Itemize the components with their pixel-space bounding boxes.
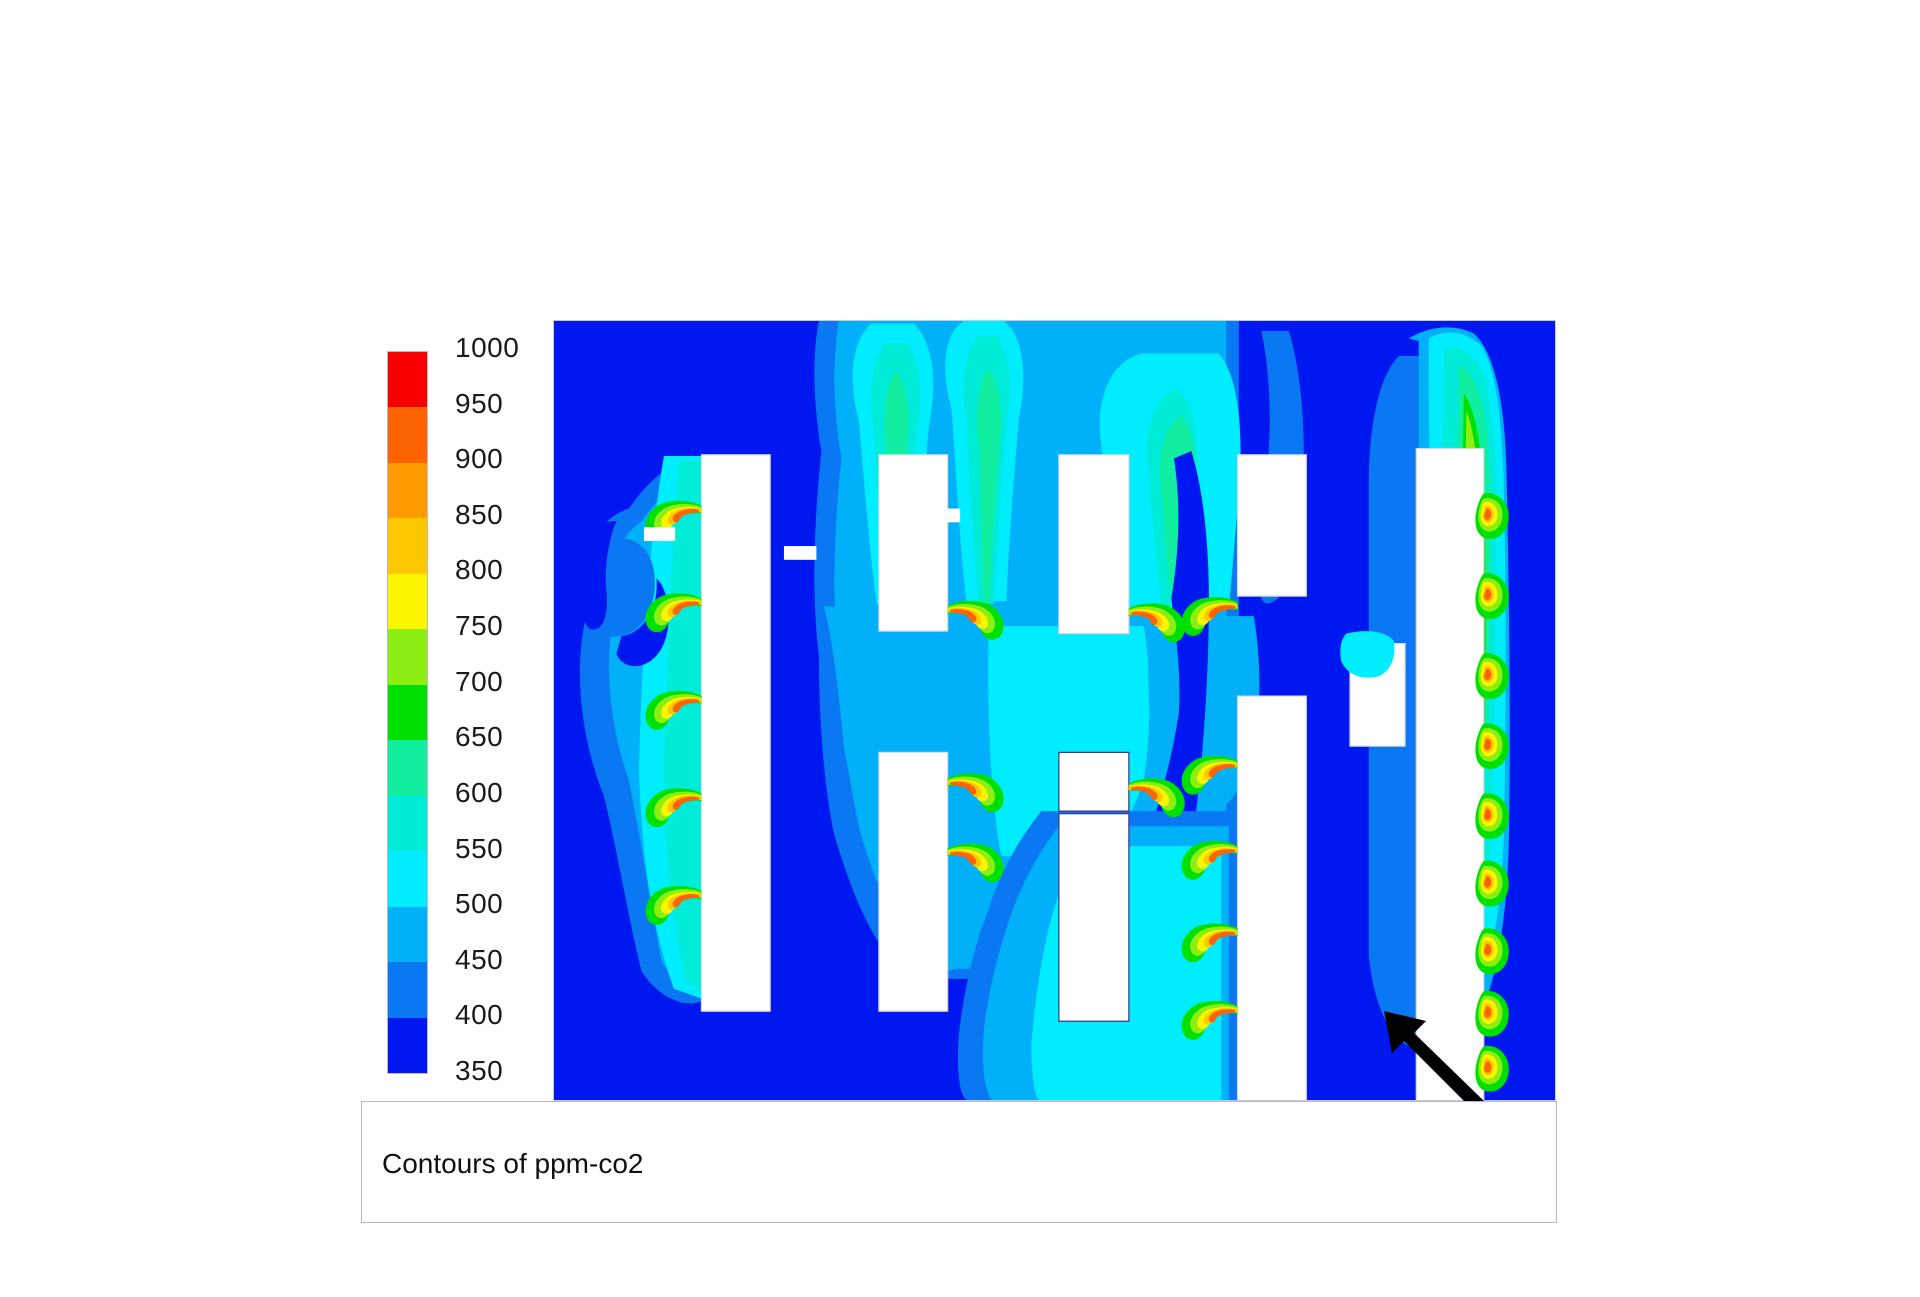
- contour-plot-area: [553, 320, 1556, 1101]
- colorbar-tick-450: 450: [455, 943, 504, 975]
- jets-block-4: [1181, 597, 1238, 1040]
- colorbar-tick-650: 650: [455, 721, 504, 753]
- colorbar-tick-700: 700: [455, 665, 504, 697]
- colorbar-band-800-850: [388, 518, 427, 574]
- building-blocks: [700, 447, 1485, 1100]
- colorbar-tick-350: 350: [455, 1055, 504, 1086]
- colorbar-tick-800: 800: [455, 554, 504, 586]
- colorbar-tick-550: 550: [455, 832, 504, 864]
- colorbar-band-950-1000: [388, 352, 427, 408]
- colorbar-tick-400: 400: [455, 999, 504, 1031]
- colorbar-tick-600: 600: [455, 776, 504, 808]
- colorbar-band-700-750: [388, 629, 427, 685]
- colorbar-tick-750: 750: [455, 610, 504, 642]
- colorbar-band-650-700: [388, 684, 427, 741]
- contour-field: [554, 321, 1555, 1100]
- colorbar-tick-900: 900: [455, 443, 504, 475]
- colorbar-band-750-800: [388, 573, 427, 630]
- colorbar-band-450-500: [388, 906, 427, 963]
- colorbar-band-400-450: [388, 962, 427, 1018]
- colorbar-band-550-600: [388, 795, 427, 852]
- colorbar-band-600-650: [388, 740, 427, 796]
- colorbar-tick-1000: 1000: [455, 332, 520, 363]
- vent-rectangles: [643, 508, 961, 560]
- colorbar-tick-500: 500: [455, 888, 504, 920]
- colorbar-tick-850: 850: [455, 498, 504, 530]
- colorbar: 1000 950 900 850 800 750 700 650 600 550 500 450 400…: [387, 332, 567, 1091]
- colorbar-band-850-900: [388, 462, 427, 519]
- colorbar-swatches: [387, 351, 428, 1074]
- colorbar-band-500-550: [388, 851, 427, 907]
- jets-block-3: [1128, 603, 1185, 818]
- jets-block-6: [1475, 493, 1509, 1092]
- caption-box: Contours of ppm-co2: [361, 1101, 1557, 1223]
- colorbar-band-900-950: [388, 407, 427, 463]
- colorbar-tick-950: 950: [455, 387, 504, 419]
- colorbar-band-350-400: [388, 1017, 427, 1074]
- jets-block-2: [947, 600, 1004, 883]
- caption-text: Contours of ppm-co2: [382, 1148, 644, 1179]
- colorbar-tick-labels: 1000 950 900 850 800 750 700 650 600 550 500 450 400…: [455, 327, 565, 1102]
